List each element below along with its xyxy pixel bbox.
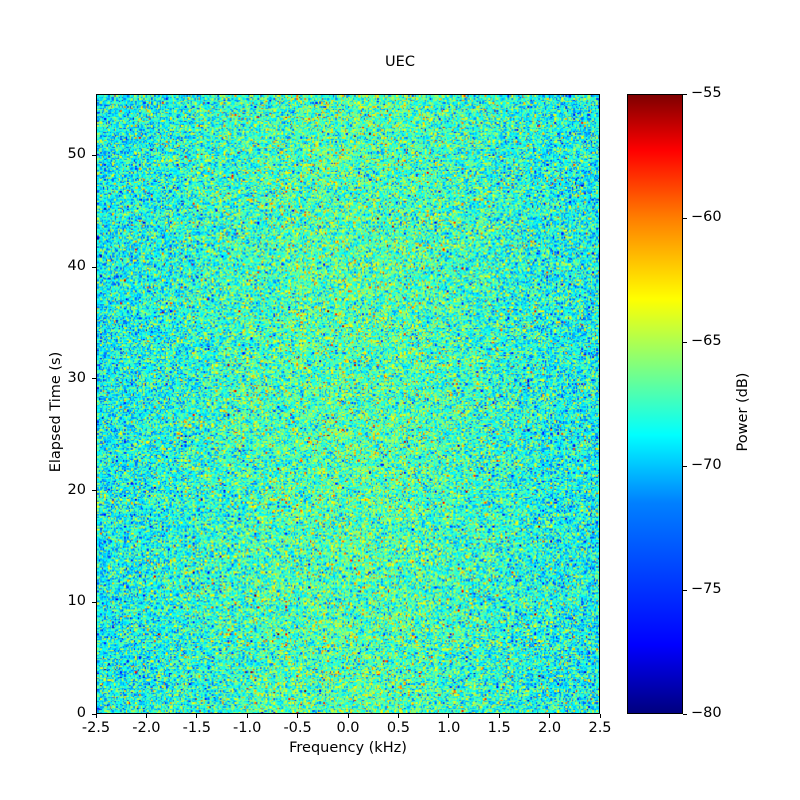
y-tick-label: 50 [67,146,86,163]
colorbar-tick-mark [683,589,687,591]
colorbar-gradient [628,95,682,713]
y-tick-mark [92,713,96,715]
x-tick-mark [246,714,248,718]
x-tick-label: -2.5 [81,720,111,736]
colorbar [627,94,683,714]
colorbar-tick-label: −70 [691,457,722,473]
y-tick-label: 0 [76,705,86,721]
colorbar-label: Power (dB) [735,372,751,452]
y-tick-mark [92,601,96,603]
x-tick-label: -0.5 [283,720,312,736]
x-tick-mark [95,714,97,718]
x-tick-mark [448,714,450,718]
colorbar-tick-mark [683,713,687,715]
x-tick-mark [196,714,198,718]
x-tick-label: 0.0 [336,720,360,736]
x-tick-mark [498,714,500,718]
y-tick-mark [92,154,96,157]
colorbar-tick-label: −80 [691,705,722,721]
heatmap-plot-area [96,94,600,714]
x-axis-label: Frequency (kHz) [289,740,407,756]
y-tick-mark [92,378,96,380]
x-tick-mark [599,714,601,718]
title-station-name: UEC [385,54,415,70]
colorbar-tick-mark [683,217,687,219]
x-tick-label: 1.0 [437,720,461,736]
y-tick-mark [92,490,96,492]
colorbar-tick-label: −65 [691,333,722,349]
x-tick-mark [549,714,551,718]
colorbar-tick-label: −55 [691,85,722,101]
colorbar-tick-mark [683,93,687,95]
x-tick-mark [297,714,299,718]
y-tick-mark [92,266,96,268]
x-tick-label: -1.0 [233,720,262,736]
colorbar-tick-mark [683,341,687,343]
x-tick-mark [397,714,399,718]
x-tick-label: 1.5 [487,720,511,736]
x-tick-label: 2.5 [588,720,612,736]
x-tick-label: -2.0 [132,720,161,736]
y-tick-label: 20 [67,481,86,498]
y-tick-label: 40 [67,258,86,275]
x-tick-label: 2.0 [538,720,562,736]
colorbar-tick-label: −75 [691,581,722,597]
x-tick-label: 0.5 [386,720,410,736]
y-tick-label: 30 [67,369,86,386]
colorbar-tick-mark [683,465,687,467]
x-tick-mark [145,714,147,718]
x-tick-mark [347,714,349,718]
y-axis-label: Elapsed Time (s) [48,351,64,473]
y-tick-label: 10 [67,593,86,610]
colorbar-tick-label: −60 [691,209,722,225]
x-tick-label: -1.5 [182,720,211,736]
spectrogram-noise-image [97,95,599,713]
